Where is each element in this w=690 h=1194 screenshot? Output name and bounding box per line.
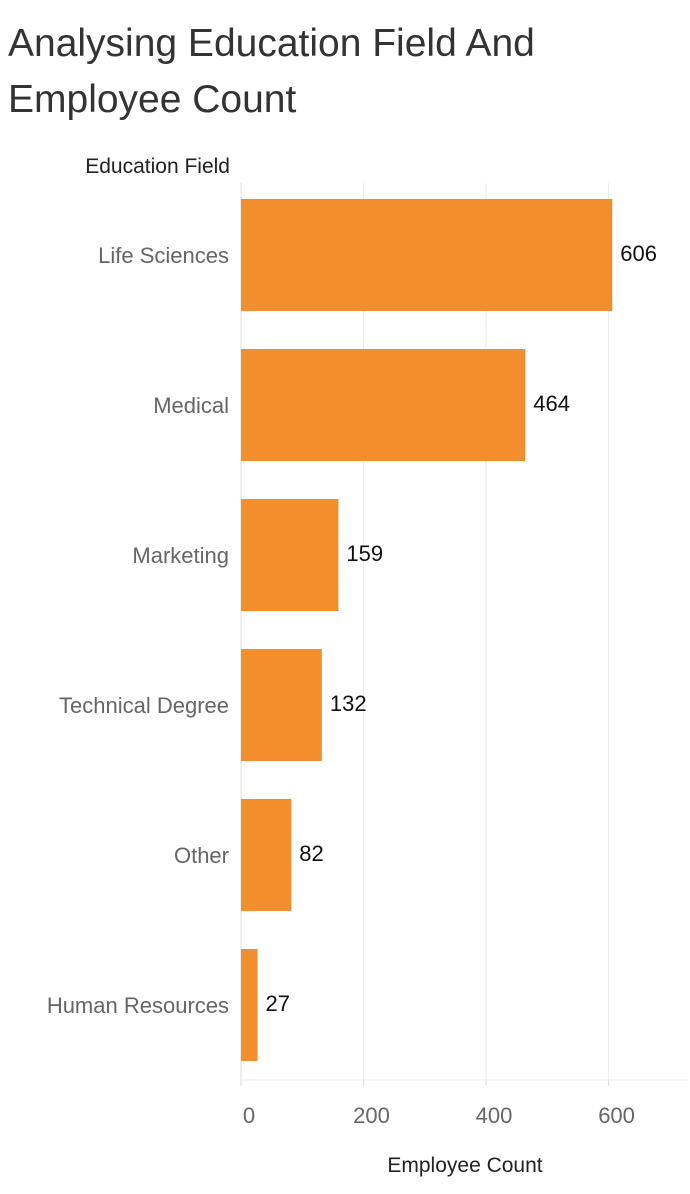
x-tick-label: 400 (476, 1103, 513, 1128)
bar-life-sciences (241, 199, 613, 311)
bars (241, 199, 613, 1061)
x-tick-label: 0 (243, 1103, 255, 1128)
value-label: 606 (620, 241, 657, 266)
category-label: Life Sciences (98, 243, 229, 268)
category-label: Marketing (132, 543, 229, 568)
category-label: Medical (153, 393, 229, 418)
bar-other (241, 799, 292, 911)
bar-marketing (241, 499, 339, 611)
row-header: Education Field (85, 155, 230, 178)
value-label: 159 (346, 541, 383, 566)
category-label: Technical Degree (59, 693, 229, 718)
chart-title: Analysing Education Field And Employee C… (8, 22, 535, 121)
gridlines (240, 183, 688, 1086)
bar-technical-degree (241, 649, 322, 761)
value-label: 132 (330, 691, 367, 716)
x-tick-label: 600 (598, 1103, 635, 1128)
x-tick-label: 200 (353, 1103, 390, 1128)
value-label: 464 (533, 391, 570, 416)
category-label: Human Resources (47, 993, 229, 1018)
value-label: 82 (299, 841, 323, 866)
x-axis-title: Employee Count (387, 1154, 542, 1177)
category-label: Other (174, 843, 229, 868)
value-label: 27 (266, 991, 290, 1016)
bar-medical (241, 349, 526, 461)
labels: 0 200 400 600 Life Sciences 606 Medical 464 Mark… (47, 241, 657, 1128)
bar-human-resources (241, 949, 258, 1061)
